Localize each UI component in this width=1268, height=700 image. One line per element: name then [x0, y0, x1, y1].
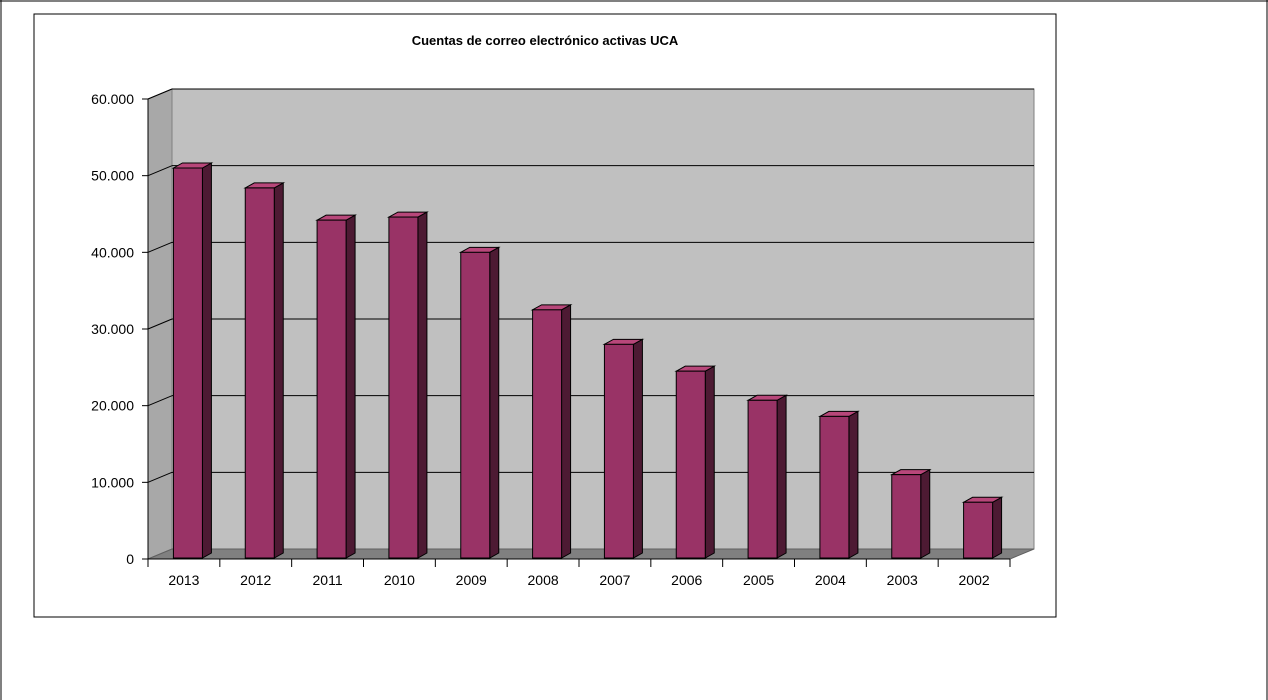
bar: [963, 501, 994, 559]
x-tick-label: 2003: [887, 572, 918, 588]
bar: [172, 167, 203, 559]
y-tick-label: 50.000: [91, 168, 134, 184]
x-tick-label: 2007: [599, 572, 630, 588]
bar: [388, 216, 419, 559]
x-tick-label: 2010: [384, 572, 415, 588]
bar-side: [704, 365, 715, 559]
x-tick-label: 2008: [528, 572, 559, 588]
gridline-side: [147, 318, 173, 330]
bar-side: [992, 496, 1003, 559]
gridline-side: [147, 395, 173, 407]
x-tick-label: 2013: [168, 572, 199, 588]
y-tick-label: 20.000: [91, 398, 134, 414]
x-tick-label: 2002: [959, 572, 990, 588]
bar: [460, 251, 491, 559]
bar: [675, 370, 706, 559]
x-tick-label: 2004: [815, 572, 846, 588]
x-tick-label: 2006: [671, 572, 702, 588]
gridline-side: [147, 88, 173, 100]
y-tick-label: 60.000: [91, 91, 134, 107]
bar: [532, 309, 563, 559]
bar-side: [201, 162, 212, 559]
chart-title: Cuentas de correo electrónico activas UC…: [412, 33, 679, 48]
y-tick-label: 0: [126, 551, 134, 567]
bar: [891, 474, 922, 559]
bar: [244, 187, 275, 559]
bar-side: [345, 214, 356, 559]
bar-side: [417, 211, 428, 559]
bar: [316, 219, 347, 559]
gridline-side: [147, 241, 173, 253]
x-tick-label: 2009: [456, 572, 487, 588]
gridline-side: [147, 471, 173, 483]
y-tick-label: 30.000: [91, 321, 134, 337]
y-tick-label: 40.000: [91, 244, 134, 260]
bar: [747, 399, 778, 559]
bar-side: [273, 182, 284, 559]
x-tick-label: 2012: [240, 572, 271, 588]
bar-side: [920, 468, 931, 559]
bar-side: [632, 338, 643, 559]
bar: [819, 415, 850, 559]
x-tick-label: 2011: [313, 572, 343, 588]
bar-side: [561, 303, 572, 559]
bar: [603, 343, 634, 559]
y-tick-label: 10.000: [91, 474, 134, 490]
gridline-side: [147, 165, 173, 177]
bar-side: [489, 246, 500, 559]
bar-side: [776, 394, 787, 559]
x-tick-label: 2005: [743, 572, 774, 588]
bar-side: [848, 410, 859, 559]
